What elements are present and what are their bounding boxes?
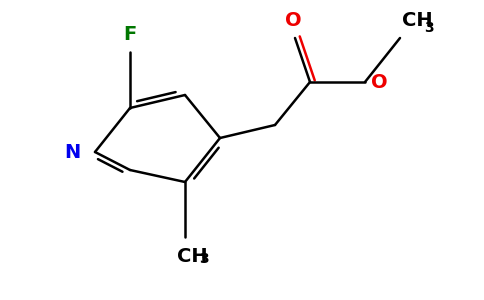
Text: F: F — [123, 25, 136, 44]
Text: CH: CH — [402, 11, 433, 30]
Text: N: N — [65, 142, 81, 161]
Text: O: O — [285, 11, 302, 30]
Text: 3: 3 — [424, 21, 434, 35]
Text: O: O — [371, 73, 387, 92]
Text: CH: CH — [177, 247, 208, 266]
Text: 3: 3 — [199, 252, 209, 266]
